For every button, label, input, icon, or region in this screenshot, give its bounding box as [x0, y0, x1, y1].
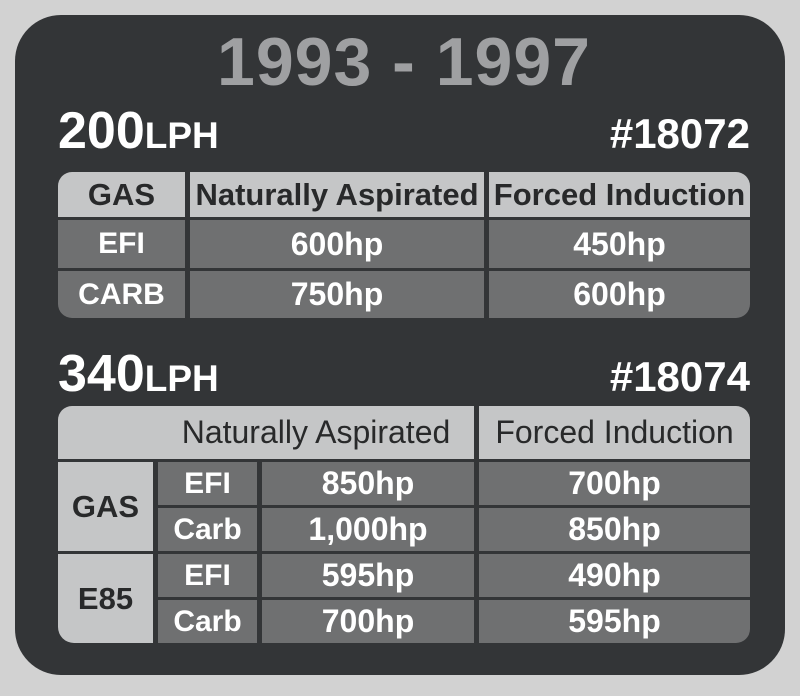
value-e85-efi-fi: 490hp — [479, 554, 750, 597]
value-efi-fi: 450hp — [489, 220, 750, 268]
flow-unit: LPH — [144, 358, 219, 399]
spec-card: 1993 - 1997 200LPH #18072 GAS Naturally … — [15, 15, 785, 675]
flow-unit: LPH — [144, 115, 219, 156]
flow-rating: 340LPH — [58, 347, 219, 401]
value-efi-na: 600hp — [190, 220, 484, 268]
spec-table-340lph: Naturally Aspirated Forced Induction GAS… — [58, 406, 750, 643]
spec-table-200lph: GAS Naturally Aspirated Forced Induction… — [58, 172, 750, 318]
row-label-carb: CARB — [58, 271, 185, 318]
year-range-title: 1993 - 1997 — [217, 24, 591, 100]
value-carb-na: 750hp — [190, 271, 484, 318]
value-e85-carb-fi: 595hp — [479, 600, 750, 643]
row-label-gas-carb: Carb — [158, 508, 257, 551]
row-label-e85-carb: Carb — [158, 600, 257, 643]
flow-value: 340 — [58, 345, 145, 403]
value-gas-efi-fi: 700hp — [479, 462, 750, 505]
row-label-e85-efi: EFI — [158, 554, 257, 597]
value-carb-fi: 600hp — [489, 271, 750, 318]
column-header-naturally-aspirated: Naturally Aspirated — [58, 406, 474, 459]
row-label-gas-efi: EFI — [158, 462, 257, 505]
value-gas-carb-fi: 850hp — [479, 508, 750, 551]
value-gas-carb-na: 1,000hp — [262, 508, 474, 551]
fuel-group-e85: E85 — [58, 554, 153, 643]
column-header-forced-induction: Forced Induction — [479, 406, 750, 459]
section-header-340lph: 340LPH #18074 — [58, 347, 750, 401]
column-header-gas: GAS — [58, 172, 185, 217]
column-header-forced-induction: Forced Induction — [489, 172, 750, 217]
fuel-group-gas: GAS — [58, 462, 153, 551]
value-e85-carb-na: 700hp — [262, 600, 474, 643]
value-e85-efi-na: 595hp — [262, 554, 474, 597]
flow-value: 200 — [58, 102, 145, 160]
column-header-naturally-aspirated: Naturally Aspirated — [190, 172, 484, 217]
part-number: #18074 — [609, 353, 750, 400]
section-header-200lph: 200LPH #18072 — [58, 104, 750, 158]
value-gas-efi-na: 850hp — [262, 462, 474, 505]
flow-rating: 200LPH — [58, 104, 219, 158]
part-number: #18072 — [609, 110, 750, 157]
row-label-efi: EFI — [58, 220, 185, 268]
